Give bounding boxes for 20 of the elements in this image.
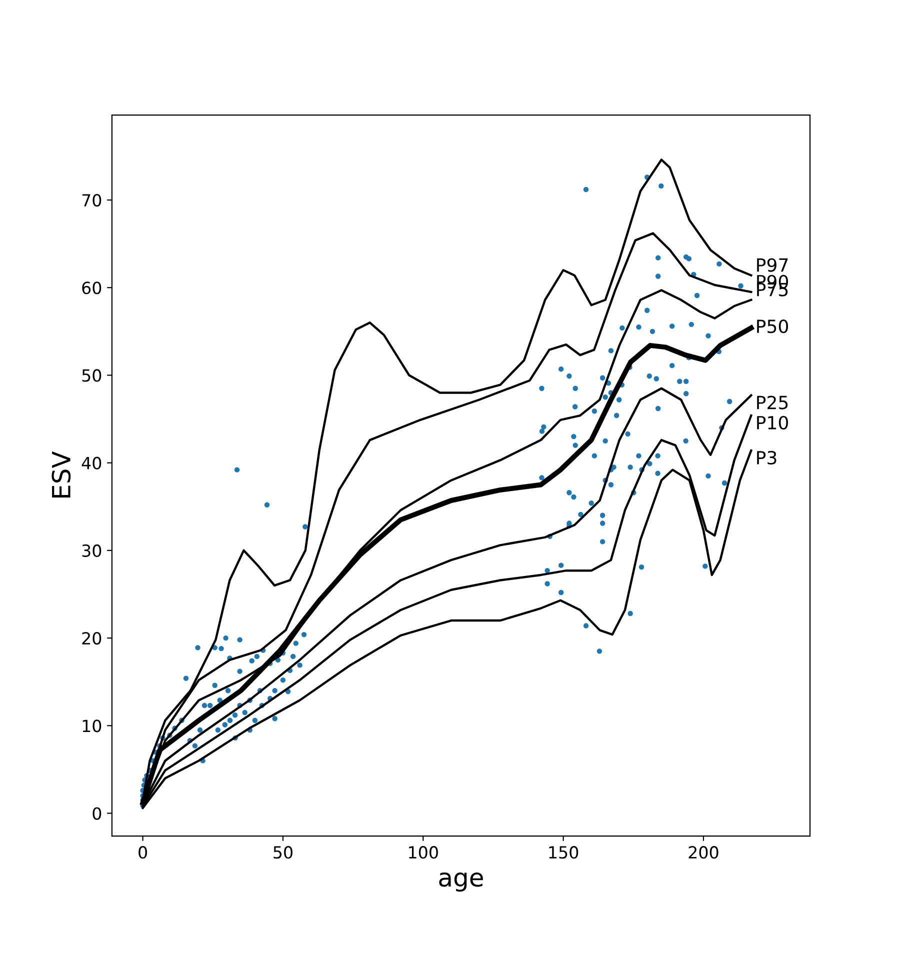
x-tick-label: 50 [274, 846, 292, 859]
y-tick-label: 60 [82, 282, 102, 294]
y-tick-label: 50 [82, 369, 102, 382]
series-label: P97 [757, 258, 788, 272]
y-tick-label: 30 [82, 544, 102, 558]
y-axis-title: ESV [52, 451, 71, 498]
x-axis-title: age [439, 872, 483, 892]
y-tick-label: 40 [82, 456, 102, 470]
y-tick-label: 10 [82, 720, 102, 732]
x-tick-label: 100 [409, 846, 438, 859]
series-label: P50 [757, 319, 788, 334]
series-label: P3 [757, 450, 776, 465]
series-label: P25 [757, 396, 788, 410]
series-label: P10 [757, 416, 788, 430]
y-tick-label: 70 [82, 194, 102, 207]
x-tick-label: 200 [688, 846, 718, 859]
y-tick-label: 20 [82, 632, 102, 645]
y-tick-label: 0 [92, 807, 102, 820]
x-tick-label: 150 [549, 846, 578, 859]
x-tick-label: 0 [138, 846, 147, 859]
